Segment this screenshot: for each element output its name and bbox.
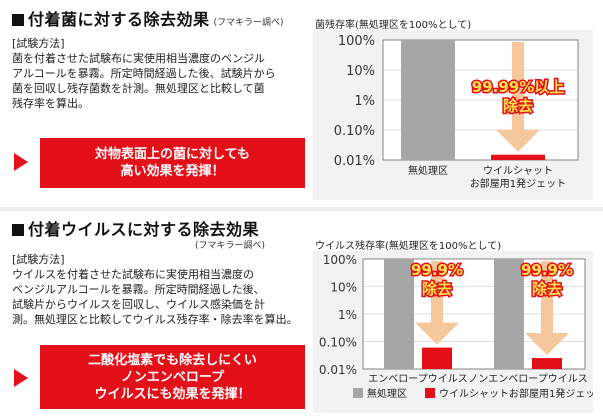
method-label: [試験方法]	[12, 253, 65, 266]
legend-label: ウイルシャットお部屋用1発ジェット	[439, 387, 593, 400]
removal-badge-envelope-line-1: 99.9%	[411, 261, 463, 279]
virus-chart: 100% 10% 1% 0.10% 0.01% エンベロープウイルス ノンエンベロープウイル…	[319, 253, 603, 400]
bar-treated	[422, 347, 452, 369]
x-tick-label: 無処理区	[408, 164, 448, 177]
red-triangle-icon	[14, 153, 28, 171]
bacteria-title: 付着菌に対する除去効果	[28, 10, 210, 29]
removal-badge-nonenvelope-line-1: 99.9%	[521, 261, 573, 279]
virus-heading: 付着ウイルスに対する除去効果	[12, 216, 259, 240]
bacteria-method: [試験方法] 菌を付着させた試験布に実使用相当濃度のベンジル アルコールを暴霧。…	[12, 36, 312, 111]
cta-line: 高い効果を発揮！	[120, 164, 225, 179]
method-line: 菌を回収し残存菌数を計測。無処理区と比較して菌	[12, 82, 265, 95]
bar-untreated	[494, 259, 524, 369]
virus-title: 付着ウイルスに対する除去効果	[28, 220, 260, 239]
bacteria-ref: (フマキラー調べ)	[213, 18, 284, 28]
x-tick-label: ウイルシャット	[483, 165, 553, 177]
y-tick-label: 0.01%	[334, 154, 375, 169]
reduction-arrow-head	[496, 129, 540, 152]
reduction-arrow-nonenvelope-shaft	[541, 261, 553, 336]
y-tick-label: 100%	[338, 34, 375, 49]
bar-treated	[532, 358, 562, 369]
cta-line: ノンエンベロープ	[120, 369, 225, 385]
method-line: ベンジルアルコールを暴霧。所定時間経過した後、	[12, 283, 265, 296]
legend-label: 無処理区	[367, 387, 407, 400]
bacteria-section: 付着菌に対する除去効果 (フマキラー調べ) [試験方法] 菌を付着させた試験布に実…	[0, 0, 603, 207]
cta-line: 対物表面上の菌に対しても	[95, 147, 250, 162]
y-tick-label: 0.01%	[319, 363, 357, 377]
bar-treated	[491, 154, 545, 160]
y-tick-label: 1%	[338, 308, 357, 322]
virus-chart-panel: 100% 10% 1% 0.10% 0.01% エンベロープウイルス ノンエンベロープウイル…	[313, 251, 603, 413]
removal-badge-envelope-line-2: 除去	[422, 280, 452, 298]
virus-section: 付着ウイルスに対する除去効果 (フマキラー調べ) [試験方法] ウイルスを付着さ…	[0, 211, 603, 418]
section-divider	[0, 207, 603, 211]
removal-badge-line-1: 99.99%以上	[472, 78, 564, 96]
legend-swatch-treated	[425, 388, 435, 398]
bacteria-cta-banner: 対物表面上の菌に対しても 高い効果を発揮！	[40, 138, 305, 188]
method-label: [試験方法]	[12, 37, 65, 50]
virus-cta-banner: 二酸化塩素でも除去しにくい ノンエンベロープ ウイルスにも効果を発揮！	[40, 345, 305, 409]
virus-chart-title: ウイルス残存率(無処理区を100%として)	[315, 241, 502, 252]
y-tick-label: 10%	[346, 64, 375, 79]
x-tick-label: お部屋用1発ジェット	[470, 177, 566, 190]
bacteria-chart: 100% 10% 1% 0.10% 0.01% 無処理区 ウイルシャットお部屋用1発ジェット…	[334, 34, 579, 190]
y-tick-label: 0.10%	[319, 336, 357, 350]
method-line: 試験片からウイルスを回収し、ウイルス感染価を計	[12, 298, 265, 311]
bacteria-chart-panel: 100% 10% 1% 0.10% 0.01% 無処理区 ウイルシャット お部屋用1発ジェット…	[313, 30, 593, 200]
virus-method: [試験方法] ウイルスを付着させた試験布に実使用相当濃度の ベンジルアルコールを…	[12, 252, 312, 327]
virus-ref: (フマキラー調べ)	[195, 241, 266, 251]
method-line: 残存率を算出。	[12, 97, 89, 110]
y-tick-label: 0.10%	[334, 124, 375, 139]
legend-swatch-untreated	[353, 388, 363, 398]
x-tick-label: ノンエンベロープウイルス	[468, 373, 587, 385]
reduction-arrow-shaft	[512, 42, 524, 132]
y-tick-label: 1%	[354, 94, 375, 109]
method-line: 菌を付着させた試験布に実使用相当濃度のベンジル	[12, 52, 265, 65]
method-line: アルコールを暴霧。所定時間経過した後、試験片から	[12, 67, 276, 80]
y-tick-label: 10%	[330, 281, 357, 295]
removal-badge-nonenvelope-line-2: 除去	[532, 280, 562, 298]
square-bullet-icon	[12, 224, 24, 236]
removal-badge-line-2: 除去	[503, 97, 533, 115]
cta-line: ウイルスにも効果を発揮！	[94, 386, 251, 402]
method-line: ウイルスを付着させた試験布に実使用相当濃度の	[12, 268, 254, 281]
bacteria-heading: 付着菌に対する除去効果 (フマキラー調べ)	[12, 6, 284, 30]
red-triangle-icon	[14, 369, 28, 387]
method-line: 測。無処理区と比較してウイルス残存率・除去率を算出。	[12, 313, 298, 326]
square-bullet-icon	[12, 14, 24, 26]
bar-untreated	[401, 40, 455, 160]
reduction-arrow-nonenvelope-head	[525, 333, 569, 356]
x-tick-label: エンベロープウイルス	[368, 373, 467, 385]
y-tick-label: 100%	[323, 253, 357, 267]
reduction-arrow-envelope-shaft	[431, 261, 443, 325]
reduction-arrow-envelope-head	[415, 322, 459, 345]
bar-untreated	[384, 259, 414, 369]
bacteria-chart-title: 菌残存率(無処理区を100%として)	[315, 20, 472, 31]
cta-line: 二酸化塩素でも除去しにくい	[88, 352, 257, 368]
